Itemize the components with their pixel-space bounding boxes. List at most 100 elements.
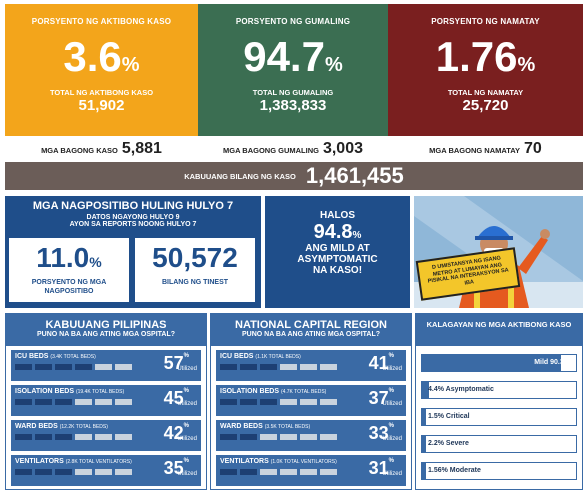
recovered-panel: PORSYENTO NG GUMALING 94.7% TOTAL NG GUM… (198, 4, 388, 136)
bed-row-pct: 33% (368, 423, 394, 443)
positivity-sub1: DATOS NGAYONG HULYO 9 (86, 214, 180, 221)
bed-icon (280, 364, 297, 370)
bed-icon (240, 469, 257, 475)
bed-icon (280, 399, 297, 405)
bed-icon (95, 434, 112, 440)
bed-icons (15, 469, 132, 475)
status-bar: 1.5% Critical (421, 408, 577, 426)
bed-icon (320, 434, 337, 440)
bed-row-pct: 41% (368, 353, 394, 373)
bed-row-utilized-label: Utilized (177, 401, 197, 407)
bed-row: WARD BEDS (12.2K TOTAL BEDS) 42% Utilized (11, 420, 201, 451)
bed-row: ICU BEDS (1.1K TOTAL BEDS) 41% Utilized (216, 350, 406, 381)
bed-icon (260, 469, 277, 475)
bed-row-pct: 57% (163, 353, 189, 373)
bed-row-label: WARD BEDS (3.5K TOTAL BEDS) (220, 423, 310, 430)
status-header: KALAGAYAN NG MGA AKTIBONG KASO (416, 314, 582, 346)
bed-row-name: WARD BEDS (220, 423, 265, 430)
mild-l1: HALOS (320, 210, 355, 221)
active-pct-label: PORSYENTO NG AKTIBONG KASO (31, 17, 172, 26)
bed-row-label: ICU BEDS (1.1K TOTAL BEDS) (220, 353, 301, 360)
bed-icon (115, 469, 132, 475)
bed-icon (55, 434, 72, 440)
new-recovered-value: 3,003 (322, 140, 363, 157)
status-bar-fill (422, 355, 562, 371)
bed-row-name: ICU BEDS (15, 353, 51, 360)
bed-icon (95, 469, 112, 475)
bed-icon (260, 364, 277, 370)
positivity-rate-value: 11.0% (36, 242, 102, 273)
bed-row-utilized-label: Utilized (177, 366, 197, 372)
tested-value: 50,572 (152, 242, 238, 273)
bed-icon (55, 364, 72, 370)
bed-icon (75, 364, 92, 370)
bed-row: WARD BEDS (3.5K TOTAL BEDS) 33% Utilized (216, 420, 406, 451)
bed-icon (240, 434, 257, 440)
deaths-total-label: TOTAL NG NAMATAY (447, 88, 524, 97)
status-panel: KALAGAYAN NG MGA AKTIBONG KASO Mild 90.3… (415, 313, 583, 490)
status-bar: 2.2% Severe (421, 435, 577, 453)
bed-row-name: ICU BEDS (220, 353, 256, 360)
bed-row-utilized-label: Utilized (382, 401, 402, 407)
new-cases-value: 5,881 (121, 140, 162, 157)
bed-row-pct: 37% (368, 388, 394, 408)
active-total-value: 51,902 (78, 97, 125, 114)
status-bar-fill (422, 409, 426, 425)
bed-row: VENTILATORS (1.0K TOTAL VENTILATORS) 31% U… (216, 455, 406, 486)
bed-icons (220, 434, 337, 440)
bed-icon (95, 364, 112, 370)
status-title: KALAGAYAN NG MGA AKTIBONG KASO (426, 320, 572, 329)
mild-pct: 94.8% (313, 221, 362, 243)
positivity-title: MGA NAGPOSITIBO HULING HULYO 7 (32, 200, 234, 212)
total-cases-bar: KABUUANG BILANG NG KASO 1,461,455 (5, 162, 583, 190)
bed-icon (260, 434, 277, 440)
bed-icon (35, 399, 52, 405)
bed-icon (220, 364, 237, 370)
deaths-pct-value: 1.76% (435, 33, 536, 80)
bed-icon (75, 399, 92, 405)
status-bar: Mild 90.3% (421, 354, 577, 372)
bed-icon (300, 364, 317, 370)
bed-icon (35, 364, 52, 370)
bed-icon (75, 469, 92, 475)
bed-row-label: ISOLATION BEDS (19.4K TOTAL BEDS) (15, 388, 124, 395)
bed-icons (15, 434, 132, 440)
status-bar-fill (422, 436, 426, 452)
bed-row-detail: (3.4K TOTAL BEDS) (50, 354, 96, 360)
recovered-total-value: 1,383,833 (259, 97, 327, 114)
bed-row-detail: (1.0K TOTAL VENTILATORS) (270, 459, 337, 465)
ph-hospital-question: PUNO NA BA ANG ATING MGA OSPITAL? (36, 331, 176, 338)
bed-icon (35, 469, 52, 475)
ncr-hospital-question: PUNO NA BA ANG ATING MGA OSPITAL? (241, 331, 381, 338)
mild-l2: ANG MILD AT (305, 243, 370, 254)
new-deaths-value: 70 (524, 140, 542, 157)
bed-row-detail: (19.4K TOTAL BEDS) (75, 389, 125, 395)
bed-icon (240, 364, 257, 370)
status-bar-label: 4.4% Asymptomatic (428, 386, 494, 393)
status-bar-label: 2.2% Severe (428, 440, 469, 447)
bed-icons (15, 364, 132, 370)
bed-icon (55, 469, 72, 475)
ph-hospital-panel: KABUUANG PILIPINAS PUNO NA BA ANG ATING … (5, 313, 207, 490)
bed-icon (300, 434, 317, 440)
bed-icon (115, 364, 132, 370)
active-total-label: TOTAL NG AKTIBONG KASO (49, 88, 154, 97)
bed-row: ISOLATION BEDS (19.4K TOTAL BEDS) 45% Util… (11, 385, 201, 416)
bed-icon (55, 399, 72, 405)
recovered-pct-value: 94.7% (243, 33, 343, 80)
status-bar-label: 1.5% Critical (428, 413, 470, 420)
bed-icon (115, 399, 132, 405)
poster-sign-text: D UMISTANSYA NG ISANG METRO AT LUMAYAN A… (427, 255, 510, 287)
ncr-hospital-panel: NATIONAL CAPITAL REGION PUNO NA BA ANG A… (210, 313, 412, 490)
bed-row-detail: (2.8K TOTAL VENTILATORS) (65, 459, 132, 465)
mild-panel: HALOS 94.8% ANG MILD AT ASYMPTOMATIC NA … (265, 196, 410, 308)
bed-row-pct: 35% (163, 458, 189, 478)
status-bar-fill (422, 382, 429, 398)
active-pct-value: 3.6% (63, 33, 140, 80)
bed-icon (15, 364, 32, 370)
bed-row: VENTILATORS (2.8K TOTAL VENTILATORS) 35% U… (11, 455, 201, 486)
bed-row-name: ISOLATION BEDS (15, 388, 76, 395)
recovered-total-label: TOTAL NG GUMALING (252, 88, 334, 97)
bed-icon (280, 469, 297, 475)
positivity-rate-label: PORSYENTO NG MGA NAGPOSITIBO (31, 279, 107, 296)
